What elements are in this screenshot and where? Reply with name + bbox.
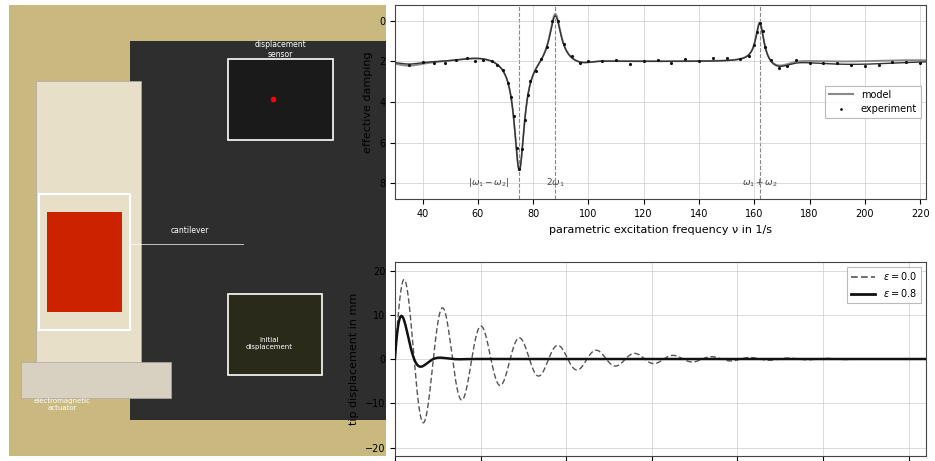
Text: electromagnetic
actuator: electromagnetic actuator [34,398,91,411]
Bar [47,213,122,312]
Bar [21,361,171,398]
Y-axis label: tip displacement in mm: tip displacement in mm [349,293,359,425]
X-axis label: parametric excitation frequency ν in 1/s: parametric excitation frequency ν in 1/s [549,225,771,235]
Text: $2\omega_1$: $2\omega_1$ [546,176,565,189]
Text: $|\omega_1 - \omega_2|$: $|\omega_1 - \omega_2|$ [468,176,510,189]
Text: $\omega_1 + \omega_2$: $\omega_1 + \omega_2$ [741,177,778,189]
Legend: model, experiment: model, experiment [825,86,921,118]
Bar [228,59,333,140]
Text: displacement
sensor: displacement sensor [254,40,307,59]
Bar [36,82,141,375]
Y-axis label: effective damping: effective damping [364,51,373,153]
Bar [228,294,322,375]
Text: cantilever: cantilever [171,226,209,235]
Bar [130,41,386,420]
Text: initial
displacement: initial displacement [246,337,293,350]
Legend: $\varepsilon = 0.0$, $\varepsilon = 0.8$: $\varepsilon = 0.0$, $\varepsilon = 0.8$ [847,266,921,303]
Bar [39,195,130,330]
